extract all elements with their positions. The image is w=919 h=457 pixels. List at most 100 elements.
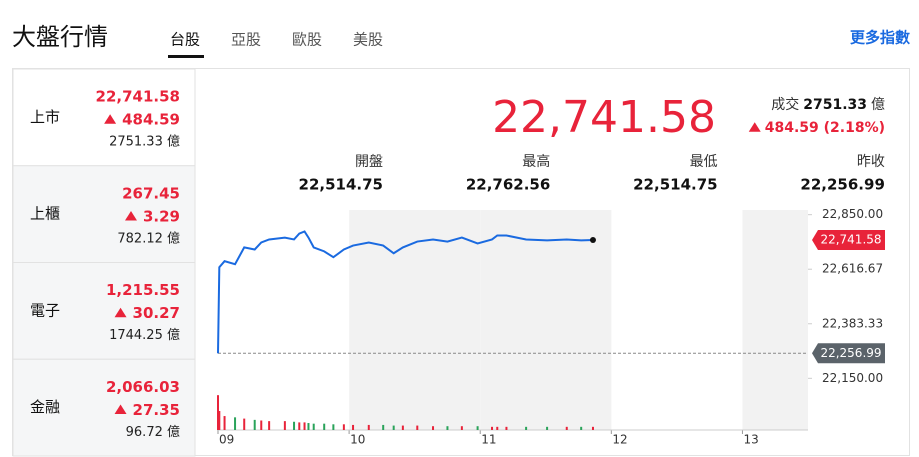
price-tag (812, 230, 885, 251)
tab[interactable]: 歐股 (292, 31, 322, 49)
x-tick-label: 10 (350, 433, 365, 447)
stat-value: 22,256.99 (800, 176, 884, 194)
volume-bar (491, 426, 494, 430)
volume-bar (525, 426, 528, 430)
market-price: 267.45 (122, 184, 180, 202)
volume-bar (323, 423, 326, 430)
x-tick-label: 11 (481, 433, 496, 447)
y-tick-label: 22,150.00 (822, 371, 883, 385)
tab-underline (168, 55, 204, 58)
volume-bar (382, 424, 385, 430)
volume-bar (432, 426, 435, 430)
market-row[interactable] (12, 358, 196, 457)
volume-bar (476, 426, 479, 430)
x-tick-label: 13 (743, 433, 758, 447)
volume-bar (332, 424, 335, 430)
volume-bar (496, 426, 499, 430)
time-band (742, 210, 808, 430)
market-row[interactable] (12, 262, 196, 360)
quote-price: 22,741.58 (492, 92, 716, 143)
volume-bar (546, 426, 549, 430)
price-line (217, 230, 594, 354)
volume-bar (367, 424, 370, 430)
tab[interactable]: 台股 (170, 31, 200, 49)
market-row[interactable] (12, 68, 196, 167)
volume-bar (260, 420, 263, 430)
volume-label: 成交 (771, 96, 799, 113)
volume-bar (303, 422, 306, 430)
stat-label: 開盤 (355, 154, 383, 170)
volume-bar (223, 416, 226, 430)
market-name: 金融 (30, 398, 60, 416)
up-triangle (114, 404, 127, 415)
market-row[interactable] (12, 165, 196, 263)
time-band (349, 210, 481, 430)
market-price: 1,215.55 (106, 281, 180, 299)
volume-bar (234, 417, 237, 430)
volume-bar (446, 426, 449, 430)
volume-bar (217, 395, 219, 430)
price-tag-label: 22,256.99 (820, 346, 881, 360)
stat-label: 最高 (522, 153, 550, 170)
market-price: 2,066.03 (106, 378, 180, 396)
more-link[interactable]: 更多指數 (850, 29, 910, 47)
title: 大盤行情 (12, 23, 108, 51)
market-change: 484.59 (122, 111, 180, 129)
stat-label: 最低 (690, 154, 718, 170)
stat-value: 22,514.75 (299, 176, 383, 194)
volume-bar (268, 421, 271, 430)
volume-bar (253, 419, 256, 430)
market-name: 上櫃 (30, 205, 60, 223)
time-band (480, 210, 612, 430)
stat-label: 昨收 (857, 154, 885, 170)
market-volume: 96.72 億 (126, 424, 180, 440)
up-triangle (104, 114, 117, 124)
volume-bar (505, 426, 508, 430)
volume-bar (591, 426, 594, 430)
up-triangle (114, 307, 127, 318)
volume-bar (342, 424, 345, 430)
volume-bar (283, 421, 286, 430)
volume-bar (401, 425, 404, 430)
y-tick-label: 22,616.67 (822, 262, 883, 276)
volume-bar (392, 425, 395, 430)
volume-bar (312, 423, 315, 430)
stat-value: 22,762.56 (466, 176, 550, 194)
market-name: 電子 (30, 301, 60, 319)
y-tick-label: 22,850.00 (822, 207, 883, 221)
tab[interactable]: 亞股 (231, 31, 261, 49)
y-tick-label: 22,383.33 (822, 316, 883, 330)
tab[interactable]: 美股 (353, 31, 383, 49)
up-triangle (748, 122, 761, 132)
volume-bar (580, 426, 583, 430)
market-name: 上市 (30, 108, 60, 126)
volume-bar (565, 426, 568, 430)
volume-bar (293, 421, 296, 430)
price-tag (812, 343, 885, 364)
volume-bar (218, 411, 221, 430)
market-volume: 782.12 億 (117, 230, 180, 246)
market-volume: 1744.25 億 (109, 327, 180, 343)
volume-bar (416, 425, 419, 430)
volume-bar (298, 422, 301, 430)
volume-bar (307, 423, 310, 430)
volume-bar (243, 418, 246, 430)
up-triangle (124, 210, 137, 221)
market-change: 30.27 (133, 304, 180, 322)
market-change: 3.29 (143, 207, 180, 225)
quote-change: 484.59 (2.18%) (765, 120, 885, 136)
volume-value: 2751.33 (803, 97, 867, 113)
last-point (589, 237, 596, 244)
volume-bar (352, 424, 355, 430)
price-tag-label: 22,741.58 (820, 233, 881, 247)
volume-bar (460, 426, 463, 430)
market-volume: 2751.33 億 (109, 134, 180, 150)
x-tick-label: 09 (219, 433, 234, 447)
x-tick-label: 12 (612, 433, 627, 447)
market-price: 22,741.58 (96, 88, 180, 106)
market-change: 27.35 (133, 401, 180, 419)
volume-unit: 億 (871, 97, 885, 113)
stat-value: 22,514.75 (633, 176, 717, 194)
